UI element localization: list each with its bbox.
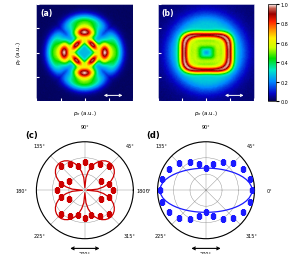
- Text: ε: ε: [233, 99, 236, 104]
- Text: ε: ε: [204, 253, 208, 254]
- Text: (a): (a): [40, 9, 52, 18]
- X-axis label: $p_x$ (a.u.): $p_x$ (a.u.): [194, 109, 218, 118]
- Text: (d): (d): [146, 131, 160, 140]
- X-axis label: $p_x$ (a.u.): $p_x$ (a.u.): [73, 109, 97, 118]
- Y-axis label: $p_y$ (a.u.): $p_y$ (a.u.): [14, 41, 25, 65]
- Text: (c): (c): [25, 131, 37, 140]
- Text: ε: ε: [83, 253, 87, 254]
- Text: ε: ε: [111, 99, 115, 104]
- Text: (b): (b): [162, 9, 174, 18]
